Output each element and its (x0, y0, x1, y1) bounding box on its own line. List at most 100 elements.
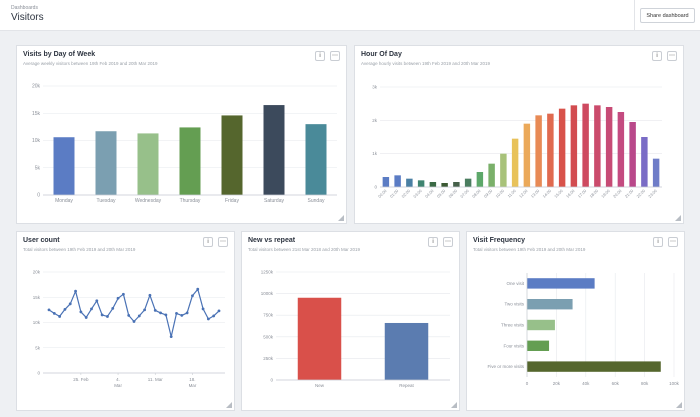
y-tick-label: Three visits (501, 323, 525, 328)
bar (527, 340, 550, 351)
x-tick-label: 4. Mar (114, 377, 122, 388)
info-icon[interactable]: i (203, 237, 213, 247)
x-tick-label: Repeat (399, 383, 414, 388)
data-point (164, 313, 168, 317)
y-tick-label: 5k (35, 345, 41, 350)
bar (221, 115, 243, 195)
share-dashboard-button[interactable]: Share dashboard (640, 8, 695, 23)
resize-handle-icon[interactable] (675, 215, 681, 221)
bar (523, 123, 531, 187)
info-icon[interactable]: i (428, 237, 438, 247)
panel-subtitle: Total visitors between 19th Feb 2019 and… (23, 247, 136, 252)
x-tick-label: 20:00 (612, 188, 623, 199)
data-point (116, 296, 120, 300)
more-icon[interactable]: ⋯ (667, 51, 677, 61)
panel-subtitle: Total visitors between 21st Mar 2018 and… (248, 247, 361, 252)
data-point (185, 311, 189, 315)
x-tick-label: Wednesday (135, 198, 162, 204)
bar (527, 319, 555, 331)
x-tick-label: 21:00 (624, 188, 635, 199)
info-icon[interactable]: i (652, 51, 662, 61)
data-point (106, 315, 109, 318)
data-point (191, 294, 194, 298)
bar (441, 183, 448, 187)
x-tick-label: 17:00 (577, 188, 588, 199)
share-container: Share dashboard (634, 0, 700, 31)
data-point (201, 307, 205, 311)
x-tick-label: Friday (225, 198, 239, 204)
x-tick-label: Tuesday (97, 198, 116, 204)
bar (263, 105, 285, 195)
info-icon[interactable]: i (315, 51, 325, 61)
more-icon[interactable]: ⋯ (218, 237, 228, 247)
x-tick-label: 14:00 (541, 188, 552, 199)
data-point (121, 292, 125, 296)
panel-subtitle: Total visitors between 19th Feb 2019 and… (473, 247, 586, 252)
bar (453, 182, 460, 187)
y-tick-label: 3k (372, 85, 378, 90)
bar (297, 297, 342, 380)
x-tick-label: Monday (55, 198, 73, 204)
chart-hour-of-day: 0 1k 2k 3k 00:00 01:00 02:00 03:00 04:00 05:00 06:… (372, 85, 662, 199)
x-tick-label: 11:00 (506, 188, 517, 199)
data-point (196, 287, 200, 291)
info-icon[interactable]: i (653, 237, 663, 247)
y-tick-label: 2k (372, 118, 378, 123)
data-point (175, 312, 178, 315)
y-tick-label: 500k (263, 334, 274, 339)
bar (394, 175, 401, 187)
panel-title: Visit Frequency (473, 237, 526, 244)
x-tick-label: 12:00 (518, 188, 529, 199)
bar (382, 177, 390, 187)
x-tick-label: 00:00 (377, 188, 388, 199)
y-tick-label: 0 (37, 193, 40, 199)
bar (137, 133, 159, 195)
bar (464, 178, 472, 187)
data-point (148, 293, 152, 297)
bar (511, 138, 519, 187)
bar (594, 105, 601, 187)
x-tick-label: 23:00 (647, 188, 658, 199)
data-point (74, 289, 77, 293)
y-tick-label: 5k (35, 165, 41, 171)
chart-visit-frequency: 0 20k 40k 60k 80k 100k One visit Two visits Thre… (487, 273, 680, 386)
bar (527, 361, 661, 372)
resize-handle-icon[interactable] (676, 402, 682, 408)
data-point (58, 315, 62, 318)
bar (652, 158, 660, 187)
bar (500, 153, 507, 187)
panel-user-count: User count Total visitors between 19th F… (16, 231, 235, 411)
x-tick-label: 15:00 (553, 188, 564, 199)
y-tick-label: 0 (270, 378, 273, 383)
bar (53, 137, 75, 195)
panel-title: Hour Of Day (361, 51, 402, 58)
bar (605, 107, 613, 187)
y-tick-label: 0 (374, 185, 377, 190)
resize-handle-icon[interactable] (338, 215, 344, 221)
data-point (153, 308, 157, 312)
resize-handle-icon[interactable] (451, 402, 457, 408)
bar (582, 103, 589, 187)
more-icon[interactable]: ⋯ (668, 237, 678, 247)
more-icon[interactable]: ⋯ (443, 237, 453, 247)
chart-visits-by-day: 0 5k 10k 15k 20k Monday Tuesday Wednesday Thursd… (32, 84, 337, 204)
y-tick-label: 1k (372, 151, 378, 156)
x-tick-label: 03:00 (412, 188, 423, 199)
resize-handle-icon[interactable] (226, 402, 232, 408)
bar (535, 115, 542, 187)
bar (641, 137, 648, 187)
data-point (206, 317, 210, 321)
x-tick-label: 19:00 (600, 188, 611, 199)
breadcrumb[interactable]: Dashboards (11, 5, 38, 11)
y-tick-label: 250k (263, 356, 274, 361)
panel-subtitle: Average weekly visitors between 19th Feb… (23, 61, 158, 66)
bar (417, 180, 425, 187)
x-tick-label: Sunday (308, 198, 325, 204)
x-tick-label: New (315, 383, 325, 388)
data-point (68, 302, 72, 306)
more-icon[interactable]: ⋯ (330, 51, 340, 61)
x-tick-label: 25. Feb (73, 377, 89, 382)
y-tick-label: 10k (32, 138, 41, 144)
y-tick-label: 10k (33, 320, 41, 325)
data-point (137, 314, 141, 318)
